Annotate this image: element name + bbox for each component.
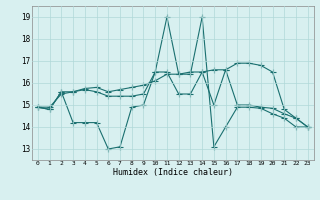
X-axis label: Humidex (Indice chaleur): Humidex (Indice chaleur) — [113, 168, 233, 177]
